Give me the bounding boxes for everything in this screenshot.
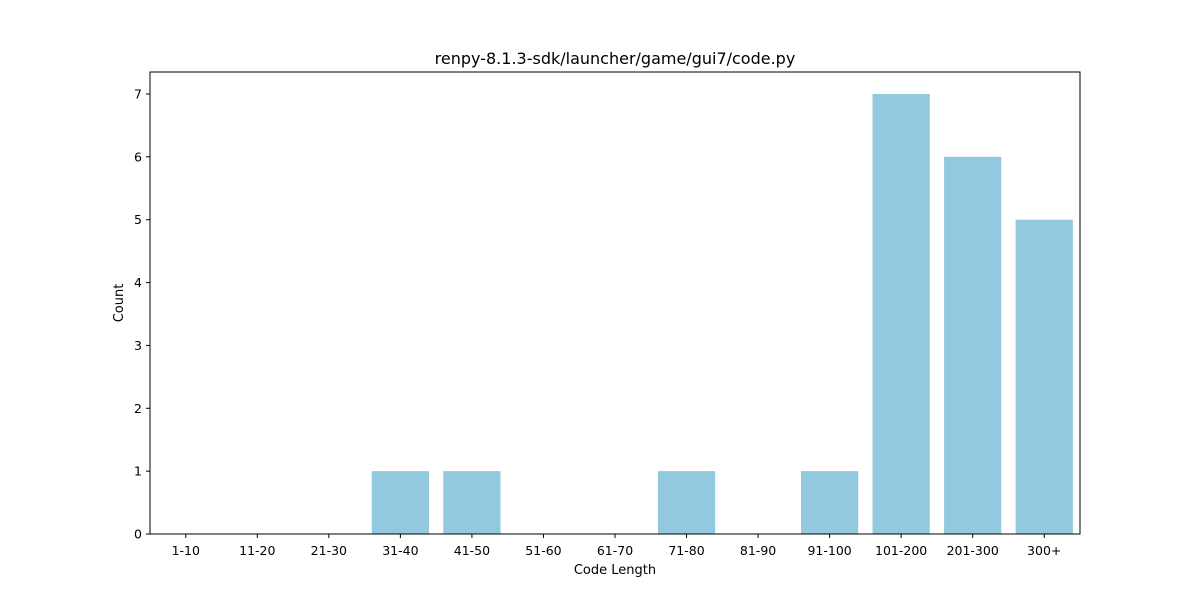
y-tick-label: 2 (134, 401, 142, 416)
bar-41-50 (443, 471, 501, 534)
y-tick-label: 7 (134, 87, 142, 102)
x-tick-label: 300+ (1027, 543, 1061, 558)
y-tick-label: 0 (134, 527, 142, 542)
x-tick-label: 81-90 (740, 543, 776, 558)
bar-300+ (1015, 219, 1073, 534)
y-axis-label: Count (112, 284, 127, 323)
y-tick-label: 1 (134, 464, 142, 479)
x-tick-label: 71-80 (668, 543, 704, 558)
x-tick-label: 51-60 (525, 543, 561, 558)
x-tick-label: 201-300 (947, 543, 999, 558)
bar-31-40 (371, 471, 429, 534)
bar-101-200 (872, 94, 930, 534)
x-tick-label: 41-50 (454, 543, 490, 558)
x-axis-label: Code Length (574, 563, 656, 578)
x-tick-label: 21-30 (311, 543, 347, 558)
chart-title: renpy-8.1.3-sdk/launcher/game/gui7/code.… (435, 49, 796, 68)
x-axis-ticks: 1-10 11-20 21-30 31-40 41-50 51-60 61-70 71-80 8… (172, 534, 1061, 558)
bar-91-100 (801, 471, 859, 534)
bars-group (371, 94, 1073, 534)
y-tick-label: 3 (134, 338, 142, 353)
y-tick-label: 5 (134, 212, 142, 227)
y-tick-label: 6 (134, 149, 142, 164)
y-axis-ticks: 0 1 2 3 4 5 6 7 (134, 87, 150, 542)
x-tick-label: 11-20 (239, 543, 275, 558)
bar-71-80 (657, 471, 716, 534)
plot-frame (149, 71, 1081, 535)
x-tick-label: 101-200 (875, 543, 927, 558)
x-tick-label: 91-100 (807, 543, 851, 558)
bar-201-300 (944, 156, 1002, 534)
x-tick-label: 61-70 (597, 543, 633, 558)
x-tick-label: 1-10 (172, 543, 200, 558)
x-tick-label: 31-40 (382, 543, 418, 558)
y-tick-label: 4 (134, 275, 142, 290)
